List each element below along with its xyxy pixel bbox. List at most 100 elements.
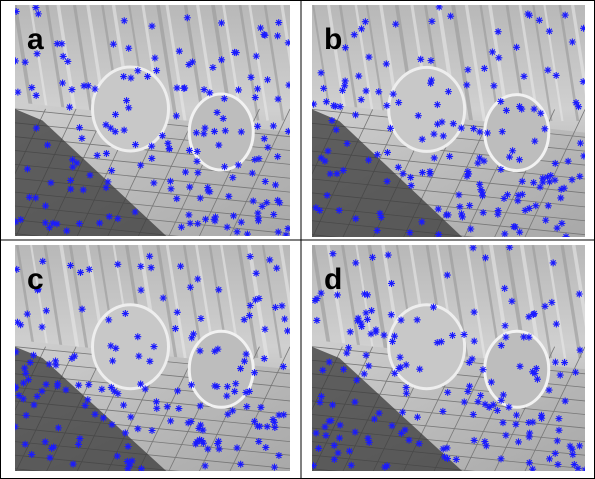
- feature-point: [120, 402, 127, 409]
- feature-point: [77, 269, 84, 276]
- feature-point: [62, 386, 69, 393]
- feature-point: [202, 462, 209, 469]
- feature-point: [352, 429, 359, 436]
- feature-point: [388, 311, 395, 318]
- feature-point: [125, 104, 132, 111]
- feature-point: [530, 311, 537, 318]
- feature-point: [32, 194, 39, 201]
- feature-point: [54, 380, 61, 387]
- feature-point: [351, 399, 358, 406]
- feature-point: [20, 395, 27, 402]
- feature-point: [151, 55, 158, 62]
- feature-point: [576, 442, 583, 449]
- feature-point: [20, 380, 27, 387]
- feature-point: [392, 21, 399, 28]
- feature-point: [524, 11, 531, 18]
- feature-point: [463, 81, 470, 88]
- feature-point: [443, 211, 450, 218]
- feature-point: [148, 264, 155, 271]
- feature-point: [197, 195, 204, 202]
- feature-point: [22, 59, 29, 66]
- feature-point: [471, 338, 478, 345]
- feature-point: [439, 408, 446, 415]
- feature-point: [416, 440, 423, 447]
- feature-point: [271, 464, 278, 471]
- feature-point: [345, 344, 352, 351]
- feature-point: [266, 256, 273, 263]
- feature-point: [557, 372, 564, 379]
- feature-point: [470, 244, 477, 251]
- feature-point: [280, 411, 287, 418]
- feature-point: [481, 158, 488, 165]
- feature-point: [243, 403, 250, 410]
- feature-point: [201, 86, 208, 93]
- feature-point: [233, 49, 240, 56]
- feature-point: [200, 130, 207, 137]
- feature-point: [262, 178, 269, 185]
- feature-point: [537, 110, 544, 117]
- feature-point: [470, 125, 477, 132]
- feature-point: [526, 430, 533, 437]
- object: [389, 67, 465, 151]
- feature-point: [275, 96, 282, 103]
- feature-point: [209, 64, 216, 71]
- feature-point: [474, 160, 481, 167]
- feature-point: [501, 230, 508, 237]
- feature-point: [398, 430, 405, 437]
- feature-point: [321, 423, 328, 430]
- feature-point: [375, 88, 382, 95]
- feature-point: [73, 159, 80, 166]
- feature-point: [329, 401, 336, 408]
- feature-point: [397, 364, 404, 371]
- feature-point: [333, 126, 340, 133]
- feature-point: [270, 211, 277, 218]
- feature-point: [106, 213, 113, 220]
- feature-point: [17, 321, 24, 328]
- feature-point: [144, 73, 151, 80]
- feature-point: [107, 125, 114, 132]
- feature-point: [365, 54, 372, 61]
- feature-point: [499, 128, 506, 135]
- feature-point: [80, 186, 87, 193]
- feature-point: [513, 412, 520, 419]
- feature-point: [494, 211, 501, 218]
- feature-point: [238, 219, 245, 226]
- feature-point: [146, 358, 153, 365]
- feature-point: [215, 286, 222, 293]
- feature-point: [112, 111, 119, 118]
- feature-point: [221, 95, 228, 102]
- feature-point: [384, 149, 391, 156]
- feature-point: [446, 153, 453, 160]
- feature-point: [537, 184, 544, 191]
- feature-point: [576, 291, 583, 298]
- feature-point: [358, 323, 365, 330]
- feature-point: [516, 103, 523, 110]
- feature-point: [252, 94, 259, 101]
- feature-point: [567, 443, 574, 450]
- feature-point: [14, 89, 21, 96]
- feature-point: [548, 299, 555, 306]
- feature-point: [330, 102, 337, 109]
- feature-point: [369, 254, 376, 261]
- feature-point: [498, 455, 505, 462]
- feature-point: [461, 399, 468, 406]
- feature-point: [194, 275, 201, 282]
- panel-label: b: [324, 23, 342, 56]
- feature-point: [43, 381, 50, 388]
- feature-point: [514, 197, 521, 204]
- feature-point: [188, 334, 195, 341]
- feature-point: [102, 121, 109, 128]
- feature-point: [484, 129, 491, 136]
- feature-point: [475, 398, 482, 405]
- feature-point: [160, 294, 167, 301]
- feature-point: [326, 358, 333, 365]
- feature-point: [497, 166, 504, 173]
- feature-point: [238, 128, 245, 135]
- feature-point: [456, 203, 463, 210]
- feature-point: [264, 144, 271, 151]
- feature-point: [243, 351, 250, 358]
- feature-point: [486, 404, 493, 411]
- feature-point: [541, 125, 548, 132]
- feature-point: [342, 44, 349, 51]
- feature-point: [55, 424, 62, 431]
